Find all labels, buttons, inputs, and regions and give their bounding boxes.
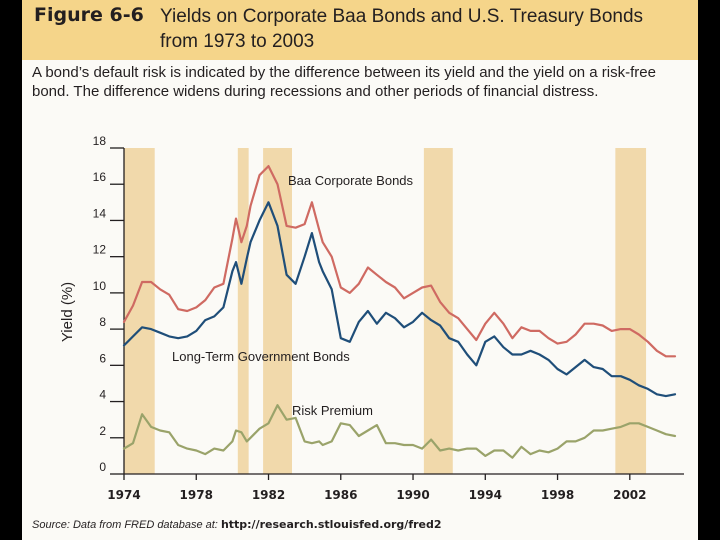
x-tick-label-1986: 1986: [324, 488, 357, 502]
figure-header: Figure 6-6 Yields on Corporate Baa Bonds…: [22, 0, 698, 60]
y-axis-title: Yield (%): [59, 282, 76, 342]
y-tick-label-12: 12: [93, 243, 107, 257]
source-url[interactable]: http://research.stlouisfed.org/fred2: [220, 518, 442, 531]
x-tick-label-1994: 1994: [469, 488, 502, 502]
slide: Figure 6-6 Yields on Corporate Baa Bonds…: [22, 0, 698, 540]
yield-chart: 0 2 4 6 8 10 12 14 16 18 1974 1978 1982 1986 1990 1994 1…: [59, 134, 684, 502]
y-tick-label-2: 2: [99, 424, 106, 438]
y-tick-label-0: 0: [99, 460, 106, 474]
label-baa-corporate-bonds: Baa Corporate Bonds: [288, 173, 414, 188]
y-tick-label-6: 6: [99, 351, 106, 365]
y-tick-label-4: 4: [99, 388, 106, 402]
long-term-government-bonds-line: [122, 201, 677, 398]
y-tick-label-14: 14: [93, 206, 107, 220]
x-tick-label-1978: 1978: [180, 488, 213, 502]
figure-title: Yields on Corporate Baa Bonds and U.S. T…: [160, 6, 644, 52]
x-tick-label-2002: 2002: [613, 488, 646, 502]
x-tick-label-1974: 1974: [107, 488, 140, 502]
series-lines: [122, 165, 677, 459]
x-tick-label-1998: 1998: [541, 488, 574, 502]
recession-band-4: [615, 148, 647, 474]
baa-corporate-bonds-line: [122, 165, 677, 358]
label-risk-premium: Risk Premium: [292, 403, 373, 418]
y-tick-label-10: 10: [93, 279, 107, 293]
x-tick-label-1990: 1990: [396, 488, 429, 502]
recession-band-1: [237, 148, 249, 474]
y-tick-label-8: 8: [99, 315, 106, 329]
source-prefix: Source: Data from FRED database at:: [32, 519, 218, 531]
chart-axes: 0 2 4 6 8 10 12 14 16 18 1974 1978 1982 1986 1990 1994 1…: [93, 134, 684, 502]
recession-bands: [124, 148, 647, 474]
figure-caption: A bond’s default risk is indicated by th…: [32, 64, 656, 100]
y-tick-label-18: 18: [93, 134, 107, 148]
risk-premium-line: [122, 404, 677, 459]
label-long-term-government-bonds: Long-Term Government Bonds: [172, 349, 350, 364]
y-tick-label-16: 16: [93, 170, 107, 184]
x-tick-label-1982: 1982: [252, 488, 285, 502]
source-note: Source: Data from FRED database at: http…: [32, 518, 442, 531]
figure-label: Figure 6-6: [34, 4, 144, 26]
